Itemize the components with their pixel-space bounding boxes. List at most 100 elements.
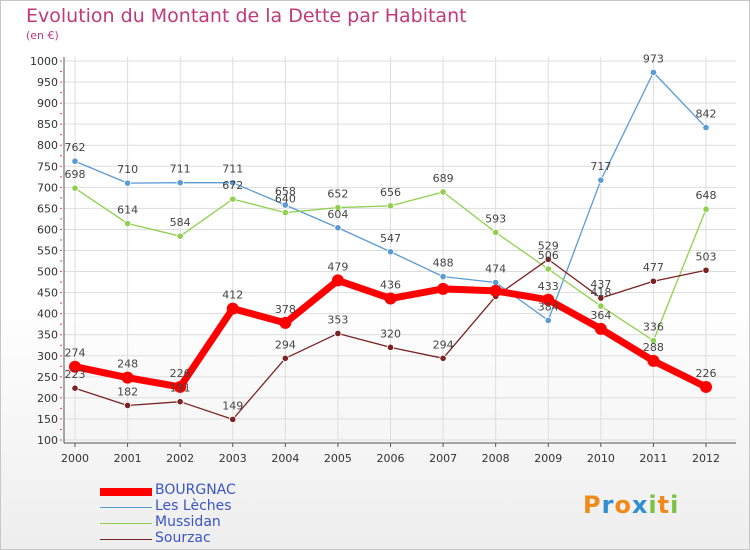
y-tick-label: 600 xyxy=(37,223,58,236)
data-label: 353 xyxy=(327,313,348,326)
x-tick-label: 2002 xyxy=(166,452,194,465)
x-tick-label: 2005 xyxy=(324,452,352,465)
logo-letter: o xyxy=(614,491,632,519)
y-tick-label: 350 xyxy=(37,329,58,342)
y-tick-label: 900 xyxy=(37,97,58,110)
data-point xyxy=(229,415,237,423)
data-point xyxy=(649,277,658,285)
data-label: 149 xyxy=(222,399,243,412)
data-point xyxy=(123,179,132,187)
y-tick-label: 300 xyxy=(37,350,58,363)
x-tick-label: 2012 xyxy=(692,452,720,465)
data-point xyxy=(544,265,552,273)
data-label: 652 xyxy=(327,188,348,201)
data-point xyxy=(649,68,658,76)
data-label: 437 xyxy=(590,278,611,291)
data-label: 479 xyxy=(327,260,348,273)
data-point xyxy=(386,248,395,256)
data-point xyxy=(226,302,239,315)
data-point xyxy=(281,354,289,362)
data-label: 384 xyxy=(538,300,559,313)
data-label: 717 xyxy=(590,160,611,173)
data-label: 547 xyxy=(380,232,401,245)
data-label: 378 xyxy=(275,303,296,316)
data-point xyxy=(492,228,500,236)
data-label: 640 xyxy=(275,193,296,206)
data-point xyxy=(71,184,79,192)
data-label: 477 xyxy=(643,261,664,274)
data-point xyxy=(334,329,342,338)
y-tick-label: 550 xyxy=(37,245,58,258)
data-point xyxy=(176,179,184,187)
x-tick-label: 2003 xyxy=(219,452,247,465)
axes: 100 150 200 250 300 350 400 450 500 550 600 650 700 7… xyxy=(30,55,736,465)
data-point xyxy=(281,209,289,217)
data-label: 842 xyxy=(696,108,717,121)
data-point xyxy=(439,188,447,196)
data-point xyxy=(489,284,502,297)
y-tick-label: 950 xyxy=(37,76,58,89)
data-point xyxy=(229,195,237,203)
data-point xyxy=(123,401,132,410)
data-label: 593 xyxy=(485,212,506,225)
data-label: 711 xyxy=(222,163,243,176)
data-label: 689 xyxy=(433,172,454,185)
data-label: 294 xyxy=(433,338,454,351)
data-label: 584 xyxy=(170,216,191,229)
logo-letter: i xyxy=(670,491,680,519)
series-layer xyxy=(69,68,712,423)
data-point xyxy=(279,316,292,329)
data-point xyxy=(384,292,397,305)
data-label: 412 xyxy=(222,289,243,302)
legend-label: Mussidan xyxy=(155,514,221,530)
data-point xyxy=(594,322,607,335)
y-tick-label: 450 xyxy=(37,287,58,300)
y-tick-label: 250 xyxy=(37,371,58,384)
data-point xyxy=(649,337,658,345)
data-label: 418 xyxy=(590,286,611,299)
data-label: 614 xyxy=(117,204,138,217)
data-labels: 274 248 226 412 378 479 436 433 364 288 226 762 710 7… xyxy=(65,52,717,412)
legend-label: Sourzac xyxy=(155,530,211,546)
y-tick-label: 200 xyxy=(37,392,58,405)
data-point xyxy=(439,354,447,362)
data-label: 604 xyxy=(327,208,348,221)
x-tick-label: 2001 xyxy=(114,452,142,465)
data-label: 274 xyxy=(65,347,86,360)
logo-letter: r xyxy=(601,491,615,519)
data-point xyxy=(647,354,660,367)
x-tick-label: 2007 xyxy=(429,452,457,465)
data-label: 288 xyxy=(643,341,664,354)
data-point xyxy=(702,266,710,274)
chart-title: Evolution du Montant de la Dette par Hab… xyxy=(26,5,467,27)
data-label: 672 xyxy=(222,179,243,192)
legend-swatch xyxy=(100,523,152,524)
data-point xyxy=(544,316,552,325)
x-tick-label: 2009 xyxy=(534,452,562,465)
data-point xyxy=(69,360,81,373)
data-point xyxy=(386,202,395,210)
data-point xyxy=(123,219,132,228)
data-point xyxy=(700,380,712,393)
y-tick-label: 400 xyxy=(37,308,58,321)
x-tick-label: 2000 xyxy=(61,452,89,465)
y-tick-label: 650 xyxy=(37,202,58,215)
data-point xyxy=(702,205,710,213)
x-tick-label: 2011 xyxy=(639,452,667,465)
legend-label: Les Lèches xyxy=(155,498,232,514)
data-point xyxy=(174,380,187,393)
data-label: 223 xyxy=(65,368,86,381)
data-label: 506 xyxy=(538,249,559,262)
y-tick-label: 150 xyxy=(37,413,58,426)
data-point xyxy=(121,371,134,384)
logo-letter: t xyxy=(657,491,671,519)
data-label: 658 xyxy=(275,185,296,198)
data-point xyxy=(281,201,289,209)
data-label: 182 xyxy=(117,385,138,398)
y-tick-label: 700 xyxy=(37,181,58,194)
proxiti-logo: Proxiti xyxy=(583,491,679,519)
legend-swatch xyxy=(100,488,152,496)
logo-letter: i xyxy=(648,491,658,519)
